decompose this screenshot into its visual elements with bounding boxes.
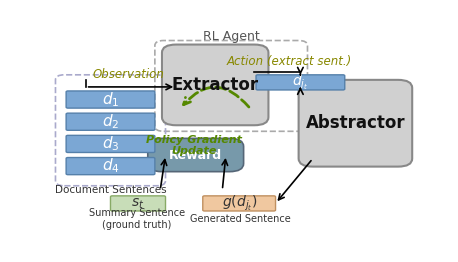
FancyBboxPatch shape (162, 45, 268, 125)
FancyBboxPatch shape (256, 75, 345, 90)
Text: Policy Gradient
Update: Policy Gradient Update (146, 135, 242, 156)
FancyBboxPatch shape (66, 135, 155, 152)
Text: $d_2$: $d_2$ (102, 112, 119, 131)
FancyBboxPatch shape (110, 196, 165, 211)
Text: Document Sentences: Document Sentences (55, 185, 166, 195)
Text: $d_4$: $d_4$ (102, 157, 120, 176)
Text: Action (extract sent.): Action (extract sent.) (227, 55, 352, 68)
Text: Generated Sentence: Generated Sentence (190, 214, 290, 224)
Text: $d_{j_t}$: $d_{j_t}$ (292, 73, 309, 92)
FancyBboxPatch shape (66, 157, 155, 175)
Text: $d_3$: $d_3$ (102, 135, 119, 153)
Text: Observation: Observation (93, 68, 164, 81)
Text: $g(d_{j_t})$: $g(d_{j_t})$ (222, 194, 257, 213)
FancyArrowPatch shape (184, 87, 249, 107)
Text: Summary Sentence
(ground truth): Summary Sentence (ground truth) (89, 208, 185, 230)
Text: Reward: Reward (169, 149, 222, 161)
Text: $s_t$: $s_t$ (131, 196, 145, 211)
FancyBboxPatch shape (66, 113, 155, 130)
Text: $d_1$: $d_1$ (102, 90, 119, 109)
Text: RL Agent: RL Agent (203, 30, 260, 42)
FancyBboxPatch shape (66, 91, 155, 108)
FancyBboxPatch shape (299, 80, 412, 167)
FancyBboxPatch shape (203, 196, 276, 211)
FancyBboxPatch shape (148, 138, 244, 172)
Text: Extractor: Extractor (172, 76, 259, 94)
Text: Abstractor: Abstractor (305, 114, 405, 132)
